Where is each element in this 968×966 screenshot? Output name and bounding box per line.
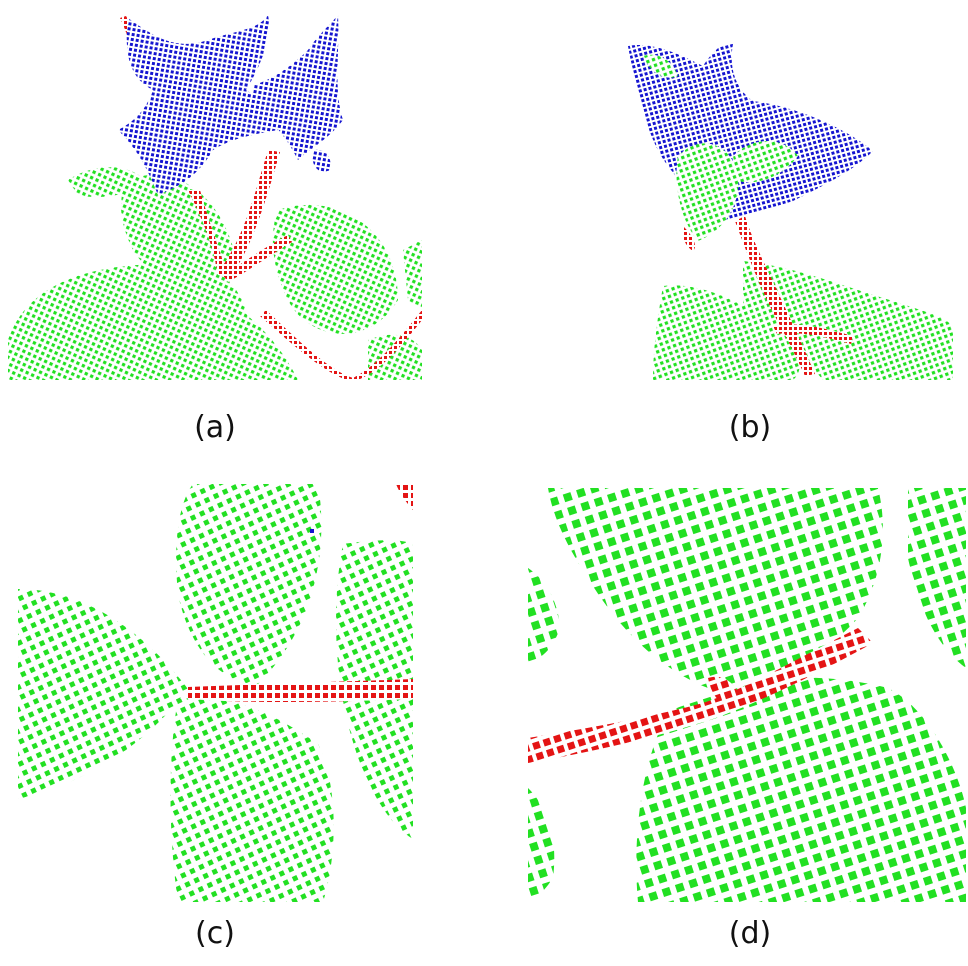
stem-points [120,16,422,380]
panel-a-point-cloud-plant [8,10,422,380]
panel-b-point-cloud-plant [623,36,953,380]
stem-points [528,628,873,763]
leaf-points [8,167,422,380]
panel-c-leaf-closeup [18,484,413,902]
caption-c: (c) [195,916,235,951]
leaf-points [528,488,966,902]
stem-points [188,484,413,703]
caption-a: (a) [194,410,236,445]
flower-points [118,15,343,195]
caption-d: (d) [728,916,772,951]
leaf-points [643,54,953,380]
stray-flower-point [310,529,314,533]
caption-b: (b) [728,410,772,445]
panel-d-stem-closeup [528,488,966,902]
stem-points [682,216,853,376]
